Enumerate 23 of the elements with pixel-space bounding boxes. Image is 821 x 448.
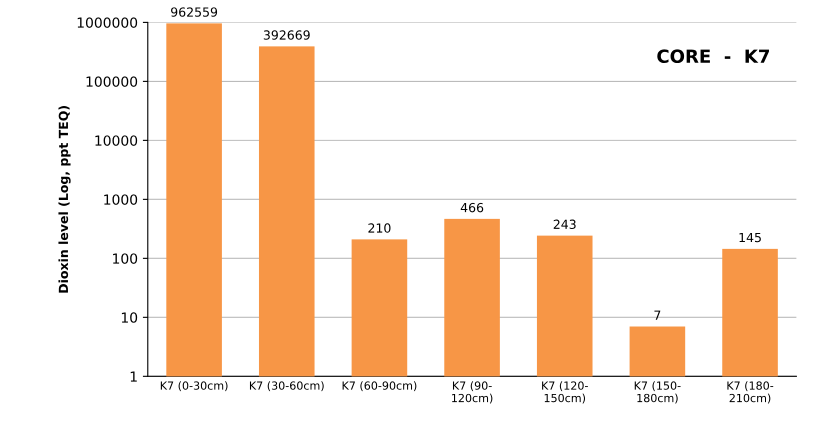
data-label: 466 (460, 202, 484, 212)
x-tick-label: K7 (60-90cm) (342, 381, 416, 392)
y-tick-label: 100000 (86, 76, 138, 87)
x-tick-label: K7 (150- 180cm) (634, 381, 681, 404)
data-label: 7 (654, 310, 660, 320)
y-tick-label: 1000000 (78, 17, 138, 28)
x-tick-label: K7 (180- 210cm) (727, 381, 774, 404)
x-tick-label: K7 (30-60cm) (250, 381, 324, 392)
x-tick-label: K7 (90- 120cm) (452, 381, 492, 404)
data-label: 962559 (171, 7, 218, 17)
y-tick-label: 1 (130, 371, 137, 382)
y-tick-label: 10 (122, 312, 138, 323)
data-label: 210 (368, 223, 391, 233)
data-label: 145 (739, 232, 761, 242)
x-tick-label: K7 (0-30cm) (160, 381, 228, 392)
text: CORE - K7 (657, 49, 769, 64)
y-tick-label: 100 (113, 253, 138, 264)
x-tick-label: K7 (120- 150cm) (542, 381, 588, 404)
y-tick-label: 1000 (104, 194, 138, 205)
data-label: 243 (554, 220, 576, 230)
data-label: 392669 (264, 30, 310, 40)
y-tick-label: 10000 (95, 135, 138, 146)
y-axis-title: Dioxin level (Log, ppt TEQ) (58, 106, 71, 293)
